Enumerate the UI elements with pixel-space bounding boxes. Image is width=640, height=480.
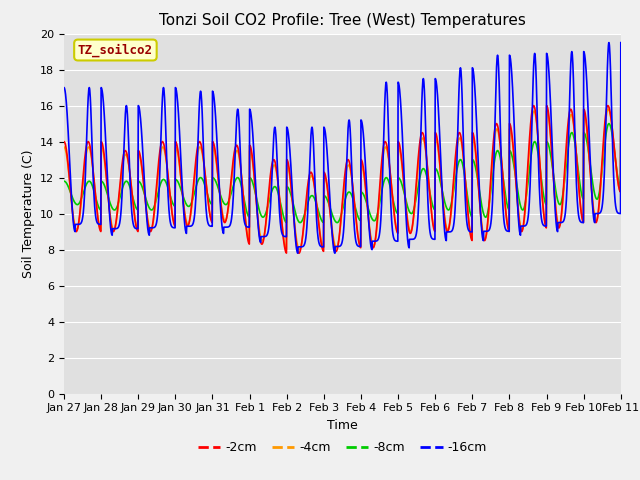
Title: Tonzi Soil CO2 Profile: Tree (West) Temperatures: Tonzi Soil CO2 Profile: Tree (West) Temp… bbox=[159, 13, 526, 28]
X-axis label: Time: Time bbox=[327, 419, 358, 432]
Text: TZ_soilco2: TZ_soilco2 bbox=[78, 43, 153, 57]
Y-axis label: Soil Temperature (C): Soil Temperature (C) bbox=[22, 149, 35, 278]
Legend: -2cm, -4cm, -8cm, -16cm: -2cm, -4cm, -8cm, -16cm bbox=[193, 436, 492, 459]
